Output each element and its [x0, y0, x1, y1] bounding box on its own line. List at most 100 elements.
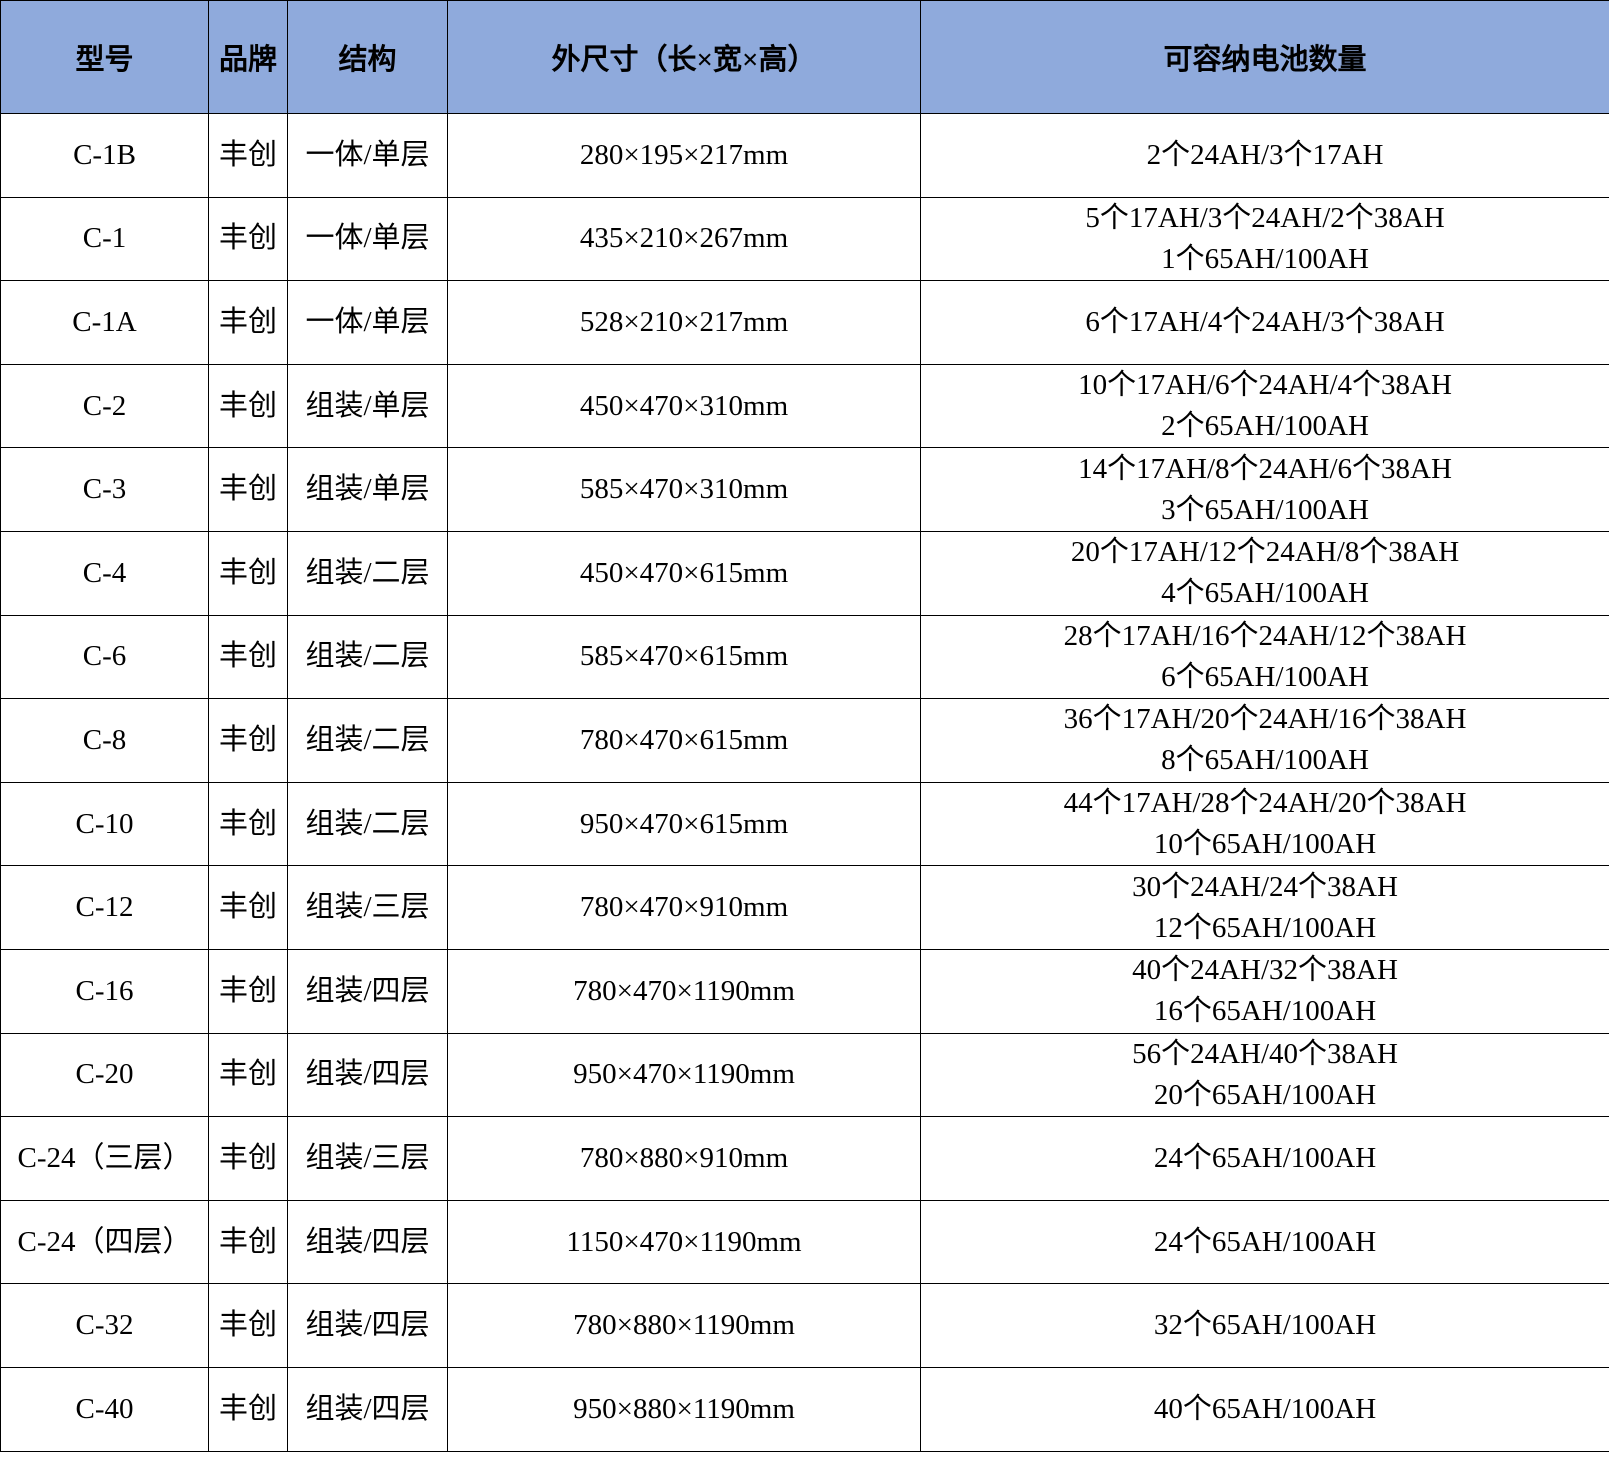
- cell-brand: 丰创: [208, 948, 288, 1034]
- cell-brand: 丰创: [208, 865, 288, 950]
- cell-size: 585×470×310mm: [447, 447, 921, 532]
- cell-capacity: 24个65AH/100AH: [920, 1199, 1609, 1285]
- capacity-line: 28个17AH/16个24AH/12个38AH: [1063, 619, 1467, 652]
- cell-brand: 丰创: [208, 698, 288, 783]
- cell-capacity: 40个65AH/100AH: [920, 1366, 1609, 1452]
- capacity-line: 6个65AH/100AH: [1161, 660, 1369, 693]
- header-row: 型号 品牌 结构 外尺寸（长×宽×高） 可容纳电池数量: [0, 0, 1609, 114]
- cell-size: 280×195×217mm: [447, 113, 921, 198]
- capacity-line: 56个24AH/40个38AH: [1132, 1037, 1398, 1070]
- cell-model: C-12: [0, 865, 209, 950]
- cell-size: 950×880×1190mm: [447, 1366, 921, 1452]
- table-row: C-4 丰创 组装/二层 450×470×615mm 20个17AH/12个24AH/8…: [0, 530, 1609, 616]
- capacity-line: 36个17AH/20个24AH/16个38AH: [1063, 703, 1467, 736]
- capacity-line: 20个65AH/100AH: [1153, 1078, 1377, 1111]
- cell-structure: 一体/单层: [287, 196, 448, 282]
- capacity-line: 20个17AH/12个24AH/8个38AH: [1070, 536, 1460, 569]
- cell-structure: 一体/单层: [287, 280, 448, 365]
- cell-size: 950×470×1190mm: [447, 1032, 921, 1118]
- cell-capacity: 28个17AH/16个24AH/12个38AH 6个65AH/100AH: [920, 614, 1609, 700]
- cell-size: 780×470×615mm: [447, 698, 921, 783]
- capacity-line: 6个17AH/4个24AH/3个38AH: [1085, 305, 1445, 338]
- cell-brand: 丰创: [208, 1032, 288, 1118]
- table-row: C-10 丰创 组装/二层 950×470×615mm 44个17AH/28个24AH/…: [0, 781, 1609, 867]
- capacity-line: 24个65AH/100AH: [1153, 1225, 1377, 1258]
- cell-model: C-4: [0, 530, 209, 616]
- table-row: C-1 丰创 一体/单层 435×210×267mm 5个17AH/3个24AH/2个3…: [0, 196, 1609, 282]
- cell-brand: 丰创: [208, 196, 288, 282]
- table-row: C-1A 丰创 一体/单层 528×210×217mm 6个17AH/4个24AH/3个…: [0, 280, 1609, 365]
- cell-model: C-6: [0, 614, 209, 700]
- cell-size: 585×470×615mm: [447, 614, 921, 700]
- table-row: C-24（四层） 丰创 组装/四层 1150×470×1190mm 24个65AH/10…: [0, 1199, 1609, 1285]
- cell-model: C-3: [0, 447, 209, 532]
- cell-capacity: 24个65AH/100AH: [920, 1116, 1609, 1201]
- capacity-line: 10个65AH/100AH: [1153, 828, 1377, 861]
- header-model: 型号: [0, 0, 209, 114]
- header-brand: 品牌: [208, 0, 288, 114]
- capacity-line: 40个24AH/32个38AH: [1132, 954, 1398, 987]
- cell-size: 450×470×615mm: [447, 530, 921, 616]
- cell-capacity: 30个24AH/24个38AH 12个65AH/100AH: [920, 865, 1609, 950]
- cell-structure: 组装/三层: [287, 865, 448, 950]
- cell-size: 780×470×910mm: [447, 865, 921, 950]
- cell-capacity: 10个17AH/6个24AH/4个38AH 2个65AH/100AH: [920, 363, 1609, 449]
- cell-model: C-1B: [0, 113, 209, 198]
- capacity-line: 4个65AH/100AH: [1161, 577, 1369, 610]
- table-row: C-8 丰创 组装/二层 780×470×615mm 36个17AH/20个24AH/1…: [0, 698, 1609, 783]
- cell-capacity: 14个17AH/8个24AH/6个38AH 3个65AH/100AH: [920, 447, 1609, 532]
- cell-brand: 丰创: [208, 1366, 288, 1452]
- capacity-line: 12个65AH/100AH: [1153, 911, 1377, 944]
- cell-brand: 丰创: [208, 1199, 288, 1285]
- table-row: C-3 丰创 组装/单层 585×470×310mm 14个17AH/8个24AH/6个…: [0, 447, 1609, 532]
- table-row: C-32 丰创 组装/四层 780×880×1190mm 32个65AH/100AH: [0, 1283, 1609, 1368]
- cell-model: C-20: [0, 1032, 209, 1118]
- cell-brand: 丰创: [208, 614, 288, 700]
- cell-structure: 组装/二层: [287, 698, 448, 783]
- cell-structure: 组装/四层: [287, 1032, 448, 1118]
- cell-size: 780×470×1190mm: [447, 948, 921, 1034]
- capacity-line: 8个65AH/100AH: [1161, 744, 1369, 777]
- cell-size: 435×210×267mm: [447, 196, 921, 282]
- table-row: C-1B 丰创 一体/单层 280×195×217mm 2个24AH/3个17AH: [0, 113, 1609, 198]
- cell-structure: 组装/二层: [287, 614, 448, 700]
- cell-size: 780×880×910mm: [447, 1116, 921, 1201]
- cell-model: C-24（三层）: [0, 1116, 209, 1201]
- cell-structure: 组装/单层: [287, 363, 448, 449]
- cell-structure: 组装/二层: [287, 781, 448, 867]
- capacity-line: 44个17AH/28个24AH/20个38AH: [1063, 787, 1467, 820]
- cell-brand: 丰创: [208, 280, 288, 365]
- cell-capacity: 20个17AH/12个24AH/8个38AH 4个65AH/100AH: [920, 530, 1609, 616]
- capacity-line: 16个65AH/100AH: [1153, 995, 1377, 1028]
- cell-brand: 丰创: [208, 781, 288, 867]
- cell-brand: 丰创: [208, 530, 288, 616]
- cell-model: C-8: [0, 698, 209, 783]
- cell-capacity: 36个17AH/20个24AH/16个38AH 8个65AH/100AH: [920, 698, 1609, 783]
- cell-capacity: 2个24AH/3个17AH: [920, 113, 1609, 198]
- cell-brand: 丰创: [208, 1283, 288, 1368]
- cell-capacity: 44个17AH/28个24AH/20个38AH 10个65AH/100AH: [920, 781, 1609, 867]
- capacity-line: 2个65AH/100AH: [1161, 410, 1369, 443]
- table-row: C-24（三层） 丰创 组装/三层 780×880×910mm 24个65AH/100A…: [0, 1116, 1609, 1201]
- table-row: C-6 丰创 组装/二层 585×470×615mm 28个17AH/16个24AH/1…: [0, 614, 1609, 700]
- capacity-line: 32个65AH/100AH: [1153, 1309, 1377, 1342]
- cell-model: C-40: [0, 1366, 209, 1452]
- table-row: C-40 丰创 组装/四层 950×880×1190mm 40个65AH/100AH: [0, 1366, 1609, 1452]
- header-size: 外尺寸（长×宽×高）: [447, 0, 921, 114]
- cell-model: C-1: [0, 196, 209, 282]
- cell-brand: 丰创: [208, 447, 288, 532]
- cell-structure: 一体/单层: [287, 113, 448, 198]
- cell-structure: 组装/四层: [287, 948, 448, 1034]
- cell-capacity: 32个65AH/100AH: [920, 1283, 1609, 1368]
- cell-model: C-32: [0, 1283, 209, 1368]
- capacity-line: 24个65AH/100AH: [1153, 1141, 1377, 1174]
- cell-capacity: 6个17AH/4个24AH/3个38AH: [920, 280, 1609, 365]
- table-row: C-12 丰创 组装/三层 780×470×910mm 30个24AH/24个38AH 1…: [0, 865, 1609, 950]
- capacity-line: 40个65AH/100AH: [1153, 1392, 1377, 1425]
- capacity-line: 2个24AH/3个17AH: [1146, 138, 1384, 171]
- cell-brand: 丰创: [208, 363, 288, 449]
- header-structure: 结构: [287, 0, 448, 114]
- cell-capacity: 40个24AH/32个38AH 16个65AH/100AH: [920, 948, 1609, 1034]
- table-row: C-2 丰创 组装/单层 450×470×310mm 10个17AH/6个24AH/4个…: [0, 363, 1609, 449]
